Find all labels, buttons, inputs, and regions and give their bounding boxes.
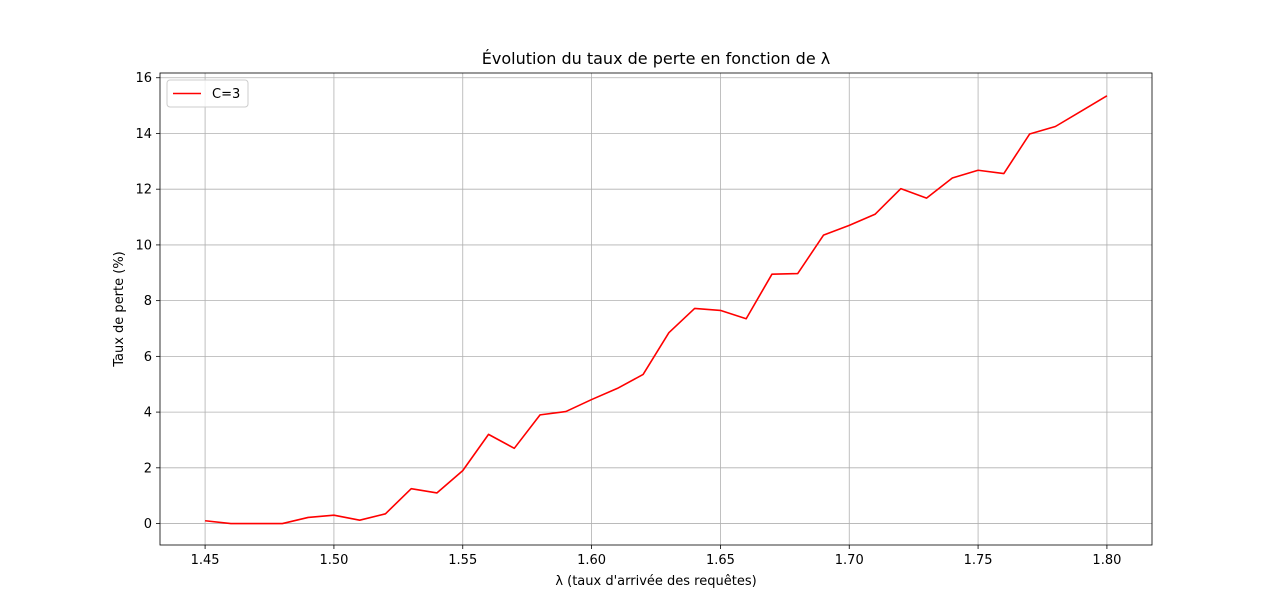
x-tick-label: 1.65: [706, 553, 735, 568]
y-tick-label: 8: [144, 294, 152, 309]
x-tick-label: 1.75: [964, 553, 993, 568]
legend-box: [166, 79, 249, 108]
x-tick-label: 1.80: [1092, 553, 1121, 568]
y-tick-label: 6: [144, 350, 152, 365]
x-tick-label: 1.70: [835, 553, 864, 568]
series-line: [205, 95, 1108, 525]
chart-title: Évolution du taux de perte en fonction d…: [482, 49, 830, 68]
y-tick-label: 4: [144, 406, 152, 421]
x-tick-label: 1.45: [191, 553, 220, 568]
plot-area-frame: [159, 72, 1153, 546]
y-tick-label: 2: [144, 461, 152, 476]
y-tick-label: 0: [144, 517, 152, 532]
y-tick-label: 14: [135, 127, 152, 142]
series-layer: [205, 95, 1108, 525]
y-axis-label: Taux de perte (%): [112, 251, 127, 368]
x-tick-label: 1.55: [448, 553, 477, 568]
x-axis-label: λ (taux d'arrivée des requêtes): [555, 574, 756, 589]
y-tick-label: 16: [135, 71, 152, 86]
legend-entry-label: C=3: [212, 87, 240, 102]
x-tick-label: 1.60: [577, 553, 606, 568]
y-tick-label: 12: [135, 183, 152, 198]
x-tick-label: 1.50: [319, 553, 348, 568]
legend: C=3: [166, 79, 249, 108]
y-tick-label: 10: [135, 238, 152, 253]
grid-lines: [160, 73, 1152, 545]
axis-ticks: 1.45 1.50 1.55 1.60 1.65 1.70 1.75 1.80 0 2 4 6 8 10 1…: [135, 71, 1121, 568]
